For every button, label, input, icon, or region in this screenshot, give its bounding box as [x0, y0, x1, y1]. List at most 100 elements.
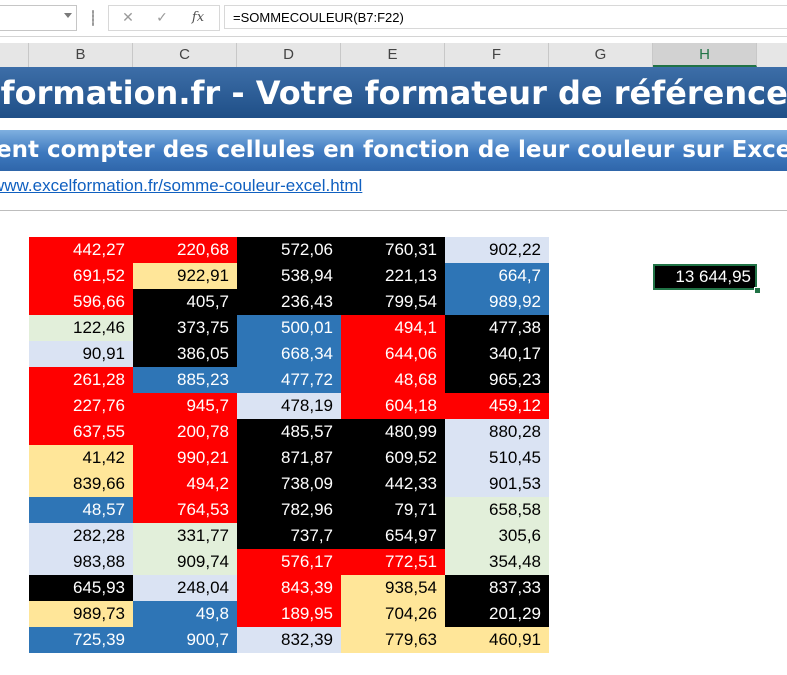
cell-c16[interactable]: 494,2	[133, 471, 237, 497]
cell-f10[interactable]: 477,38	[445, 315, 549, 341]
cell-c21[interactable]: 49,8	[133, 601, 237, 627]
cell-c8[interactable]: 922,91	[133, 263, 237, 289]
insert-function-icon[interactable]: fx	[191, 10, 205, 25]
cell-c17[interactable]: 764,53	[133, 497, 237, 523]
cell-e13[interactable]: 604,18	[341, 393, 445, 419]
cell-f7[interactable]: 902,22	[445, 237, 549, 263]
cell-b22[interactable]: 725,39	[29, 627, 133, 653]
cell-e21[interactable]: 704,26	[341, 601, 445, 627]
cell-c10[interactable]: 373,75	[133, 315, 237, 341]
cell-e11[interactable]: 644,06	[341, 341, 445, 367]
cell-e9[interactable]: 799,54	[341, 289, 445, 315]
cell-c18[interactable]: 331,77	[133, 523, 237, 549]
cell-c15[interactable]: 990,21	[133, 445, 237, 471]
cell-d18[interactable]: 737,7	[237, 523, 341, 549]
cell-f16[interactable]: 901,53	[445, 471, 549, 497]
cell-c19[interactable]: 909,74	[133, 549, 237, 575]
cell-f8[interactable]: 664,7	[445, 263, 549, 289]
cell-f11[interactable]: 340,17	[445, 341, 549, 367]
cell-c11[interactable]: 386,05	[133, 341, 237, 367]
cell-d9[interactable]: 236,43	[237, 289, 341, 315]
cell-d12[interactable]: 477,72	[237, 367, 341, 393]
tutorial-link[interactable]: www.excelformation.fr/somme-couleur-exce…	[0, 176, 363, 195]
cell-d22[interactable]: 832,39	[237, 627, 341, 653]
cell-f13[interactable]: 459,12	[445, 393, 549, 419]
cell-f19[interactable]: 354,48	[445, 549, 549, 575]
cell-b14[interactable]: 637,55	[29, 419, 133, 445]
column-header-a[interactable]	[0, 43, 29, 67]
column-header-h[interactable]: H	[653, 43, 757, 67]
cell-d21[interactable]: 189,95	[237, 601, 341, 627]
cell-d7[interactable]: 572,06	[237, 237, 341, 263]
chevron-down-icon[interactable]	[64, 13, 72, 18]
cell-e7[interactable]: 760,31	[341, 237, 445, 263]
column-header-f[interactable]: F	[445, 43, 549, 67]
cell-d14[interactable]: 485,57	[237, 419, 341, 445]
cell-f14[interactable]: 880,28	[445, 419, 549, 445]
cell-c13[interactable]: 945,7	[133, 393, 237, 419]
cell-f17[interactable]: 658,58	[445, 497, 549, 523]
cell-b10[interactable]: 122,46	[29, 315, 133, 341]
cell-d11[interactable]: 668,34	[237, 341, 341, 367]
cell-b13[interactable]: 227,76	[29, 393, 133, 419]
table-row: 48,57 764,53 782,96 79,71 658,58	[29, 497, 549, 523]
cell-d20[interactable]: 843,39	[237, 575, 341, 601]
cell-b7[interactable]: 442,27	[29, 237, 133, 263]
cell-e15[interactable]: 609,52	[341, 445, 445, 471]
cell-c12[interactable]: 885,23	[133, 367, 237, 393]
cell-d8[interactable]: 538,94	[237, 263, 341, 289]
column-header-b[interactable]: B	[29, 43, 133, 67]
cell-e20[interactable]: 938,54	[341, 575, 445, 601]
cell-b17[interactable]: 48,57	[29, 497, 133, 523]
cell-f20[interactable]: 837,33	[445, 575, 549, 601]
cell-d16[interactable]: 738,09	[237, 471, 341, 497]
cell-d19[interactable]: 576,17	[237, 549, 341, 575]
column-header-e[interactable]: E	[341, 43, 445, 67]
cell-d10[interactable]: 500,01	[237, 315, 341, 341]
column-header-d[interactable]: D	[237, 43, 341, 67]
cell-b16[interactable]: 839,66	[29, 471, 133, 497]
cell-b20[interactable]: 645,93	[29, 575, 133, 601]
cell-c20[interactable]: 248,04	[133, 575, 237, 601]
cell-e12[interactable]: 48,68	[341, 367, 445, 393]
cell-c9[interactable]: 405,7	[133, 289, 237, 315]
name-box[interactable]	[0, 5, 77, 31]
cell-b12[interactable]: 261,28	[29, 367, 133, 393]
cell-e16[interactable]: 442,33	[341, 471, 445, 497]
cell-b21[interactable]: 989,73	[29, 601, 133, 627]
cell-d15[interactable]: 871,87	[237, 445, 341, 471]
cell-f22[interactable]: 460,91	[445, 627, 549, 653]
cell-d17[interactable]: 782,96	[237, 497, 341, 523]
cell-e22[interactable]: 779,63	[341, 627, 445, 653]
cell-b19[interactable]: 983,88	[29, 549, 133, 575]
cell-f9[interactable]: 989,92	[445, 289, 549, 315]
check-icon[interactable]: ✓	[156, 10, 168, 26]
result-cell[interactable]: 13 644,95	[653, 264, 757, 290]
cell-b11[interactable]: 90,91	[29, 341, 133, 367]
cell-f21[interactable]: 201,29	[445, 601, 549, 627]
divider	[0, 210, 787, 211]
formula-bar-grip[interactable]	[92, 10, 94, 26]
cell-b15[interactable]: 41,42	[29, 445, 133, 471]
cell-c14[interactable]: 200,78	[133, 419, 237, 445]
cell-e17[interactable]: 79,71	[341, 497, 445, 523]
cell-e18[interactable]: 654,97	[341, 523, 445, 549]
cancel-icon[interactable]: ✕	[122, 10, 134, 26]
cell-b8[interactable]: 691,52	[29, 263, 133, 289]
cell-e10[interactable]: 494,1	[341, 315, 445, 341]
cell-e8[interactable]: 221,13	[341, 263, 445, 289]
cell-c7[interactable]: 220,68	[133, 237, 237, 263]
cell-c22[interactable]: 900,7	[133, 627, 237, 653]
cell-d13[interactable]: 478,19	[237, 393, 341, 419]
fill-handle[interactable]	[754, 287, 761, 294]
cell-f12[interactable]: 965,23	[445, 367, 549, 393]
formula-input[interactable]: =SOMMECOULEUR(B7:F22)	[224, 5, 787, 29]
cell-b9[interactable]: 596,66	[29, 289, 133, 315]
cell-e14[interactable]: 480,99	[341, 419, 445, 445]
cell-e19[interactable]: 772,51	[341, 549, 445, 575]
cell-b18[interactable]: 282,28	[29, 523, 133, 549]
cell-f18[interactable]: 305,6	[445, 523, 549, 549]
cell-f15[interactable]: 510,45	[445, 445, 549, 471]
column-header-c[interactable]: C	[133, 43, 237, 67]
column-header-g[interactable]: G	[549, 43, 653, 67]
